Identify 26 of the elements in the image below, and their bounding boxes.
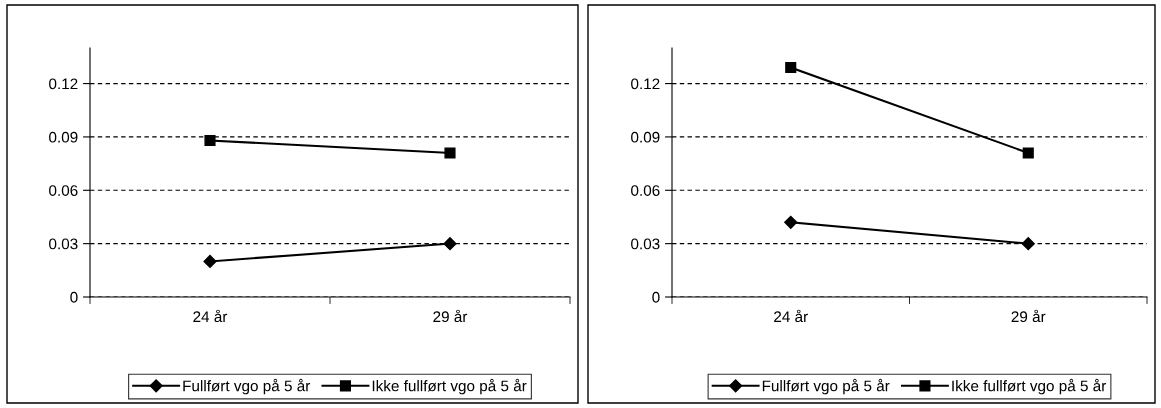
point (203, 254, 217, 269)
y-tick-label: 0.12 (631, 78, 660, 90)
point (1022, 147, 1034, 159)
y-tick-label: 0.03 (49, 238, 78, 250)
point (444, 147, 456, 159)
legend-label: Ikke fullført vgo på 5 år (952, 378, 1107, 395)
x-tick-label: 24 år (193, 309, 228, 323)
y-tick-label: 0.12 (49, 78, 78, 90)
x-tick-label: 29 år (1011, 309, 1046, 323)
legend-label: Fullført vgo på 5 år (183, 378, 311, 395)
point (785, 62, 797, 74)
y-tick-label: 0 (652, 291, 660, 303)
x-tick-label: 24 år (774, 309, 808, 323)
y-tick-label: 0.09 (631, 131, 660, 143)
point (443, 237, 457, 251)
y-tick-label: 0.06 (631, 185, 660, 196)
y-tick-label: 0.06 (49, 185, 78, 196)
x-tick-label: 29 år (433, 309, 468, 323)
point (204, 134, 216, 147)
y-tick-label: 0.03 (631, 238, 660, 250)
y-tick-label: 0 (70, 291, 78, 303)
legend-label: Fullført vgo på 5 år (762, 378, 890, 395)
point (1021, 237, 1035, 251)
legend-label: Ikke fullført vgo på 5 år (372, 378, 527, 395)
point (784, 215, 798, 229)
y-tick-label: 0.09 (49, 131, 78, 143)
